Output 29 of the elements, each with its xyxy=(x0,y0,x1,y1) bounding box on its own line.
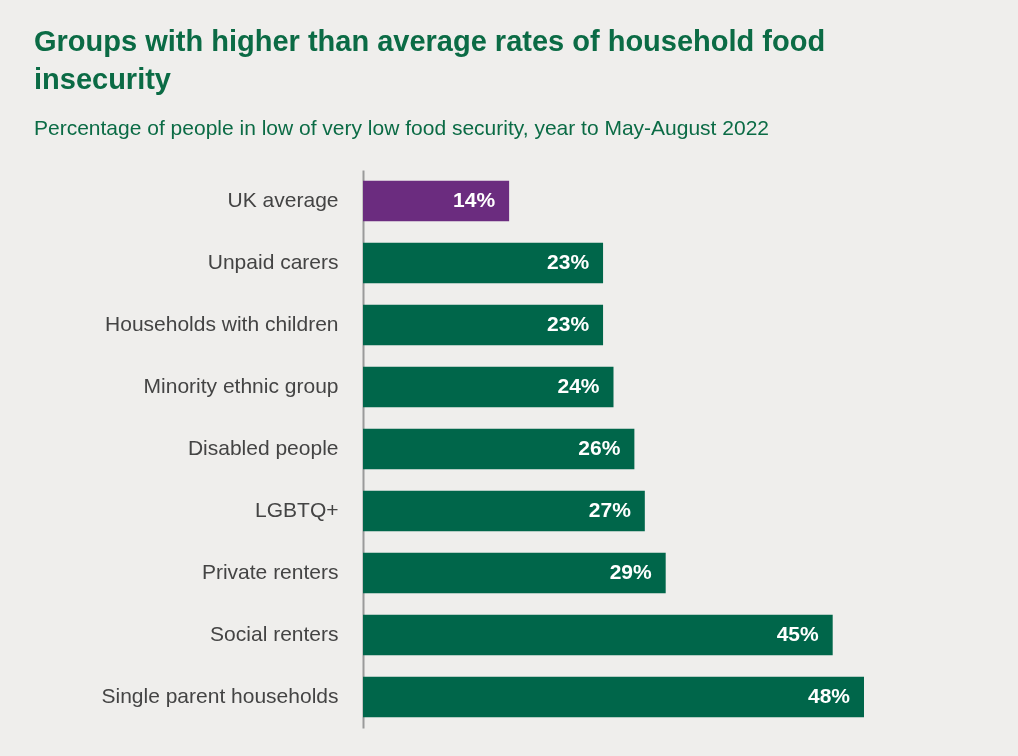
bar xyxy=(363,366,614,408)
data-label: 14% xyxy=(453,188,496,211)
y-tick-label: Disabled people xyxy=(187,436,339,459)
bar xyxy=(363,304,604,346)
bar xyxy=(363,490,645,532)
data-label: 24% xyxy=(557,374,600,397)
data-label: 23% xyxy=(547,250,590,273)
bar xyxy=(363,428,635,470)
data-label: 29% xyxy=(609,560,653,583)
bar xyxy=(363,552,666,594)
y-tick-label: UK average xyxy=(227,188,339,211)
data-label: 23% xyxy=(547,312,590,335)
y-tick-label: Single parent households xyxy=(101,684,339,707)
data-label: 27% xyxy=(588,498,632,521)
data-label: 26% xyxy=(578,436,621,459)
bar xyxy=(363,676,864,718)
y-tick-label: Social renters xyxy=(210,622,339,645)
y-tick-label: Unpaid carers xyxy=(207,250,339,273)
data-label: 45% xyxy=(776,622,820,645)
chart-subtitle: Percentage of people in low of very low food security, year to May-August 2022 xyxy=(34,116,770,140)
chart-title: Groups with higher than average rates of household food insecurity xyxy=(34,24,827,97)
y-tick-label: Households with children xyxy=(105,312,339,335)
y-tick-label: LGBTQ+ xyxy=(255,498,339,521)
y-tick-label: Minority ethnic group xyxy=(143,374,339,397)
bar xyxy=(363,242,604,284)
bar xyxy=(363,180,510,222)
y-tick-label: Private renters xyxy=(201,560,339,583)
data-label: 48% xyxy=(807,684,851,707)
bar xyxy=(363,614,833,656)
